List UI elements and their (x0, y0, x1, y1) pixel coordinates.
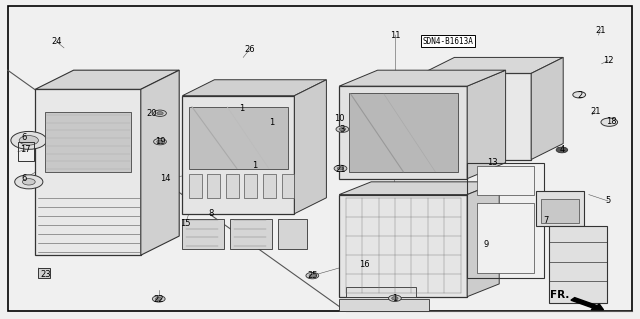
Text: 17: 17 (20, 145, 31, 154)
Text: 15: 15 (180, 219, 191, 228)
Text: 21: 21 (595, 26, 605, 35)
Text: 18: 18 (606, 117, 616, 126)
Polygon shape (467, 182, 499, 297)
Bar (339, 299, 429, 311)
Text: 6: 6 (22, 174, 27, 183)
Polygon shape (467, 70, 506, 179)
Text: 26: 26 (244, 45, 255, 54)
Text: 14: 14 (160, 174, 170, 183)
Circle shape (22, 179, 35, 185)
Circle shape (157, 112, 163, 115)
Polygon shape (531, 57, 563, 160)
Text: 12: 12 (603, 56, 613, 65)
Circle shape (11, 131, 47, 149)
Bar (346, 287, 416, 297)
Text: 13: 13 (488, 158, 498, 167)
Circle shape (573, 92, 586, 98)
Text: 8: 8 (209, 209, 214, 218)
Text: 1: 1 (239, 104, 244, 113)
Bar (182, 219, 224, 249)
Polygon shape (294, 80, 326, 214)
Polygon shape (35, 70, 179, 89)
Circle shape (19, 136, 38, 145)
Text: 16: 16 (360, 260, 370, 269)
Text: 23: 23 (41, 270, 51, 279)
Text: 10: 10 (334, 114, 344, 122)
Text: FR.: FR. (550, 290, 570, 300)
Text: 1: 1 (252, 161, 257, 170)
Text: 1: 1 (392, 294, 397, 303)
FancyArrow shape (571, 298, 604, 310)
Polygon shape (339, 86, 467, 179)
Circle shape (336, 126, 349, 132)
Polygon shape (339, 182, 499, 195)
Bar (226, 174, 239, 198)
Text: 21: 21 (335, 165, 346, 174)
Bar (477, 203, 534, 273)
Bar (45, 112, 131, 172)
Bar (549, 226, 607, 303)
Text: 7: 7 (543, 216, 548, 225)
Text: 20: 20 (147, 109, 157, 118)
Bar (541, 199, 579, 223)
Circle shape (156, 297, 162, 300)
Circle shape (306, 272, 319, 279)
Text: 2: 2 (578, 91, 583, 100)
Text: 25: 25 (307, 271, 317, 280)
Bar (477, 166, 534, 195)
Circle shape (15, 175, 43, 189)
Bar (349, 93, 458, 172)
Circle shape (154, 110, 166, 116)
Bar (282, 174, 294, 198)
Text: 3: 3 (340, 125, 345, 134)
Bar (189, 174, 202, 198)
Polygon shape (141, 70, 179, 255)
Text: 11: 11 (390, 31, 401, 40)
Polygon shape (35, 89, 141, 255)
Text: 5: 5 (605, 197, 611, 205)
Polygon shape (339, 195, 467, 297)
Polygon shape (182, 80, 326, 96)
Text: 4: 4 (559, 145, 564, 154)
Circle shape (334, 165, 347, 172)
Bar (536, 191, 584, 226)
Circle shape (556, 147, 568, 153)
Circle shape (388, 295, 401, 301)
Circle shape (309, 274, 316, 277)
Bar (230, 219, 272, 249)
Bar (278, 219, 307, 249)
Circle shape (154, 138, 166, 145)
Circle shape (157, 140, 163, 143)
Text: 24: 24 (51, 37, 61, 46)
Text: 21: 21 (590, 107, 600, 116)
Text: 22: 22 (154, 295, 164, 304)
Bar (18, 142, 34, 161)
Polygon shape (339, 70, 506, 86)
Circle shape (392, 297, 398, 300)
Circle shape (152, 296, 165, 302)
Bar (207, 174, 220, 198)
Text: 19: 19 (155, 137, 165, 146)
Polygon shape (422, 57, 563, 73)
Text: 6: 6 (22, 133, 27, 142)
Polygon shape (182, 96, 294, 214)
Circle shape (337, 167, 344, 170)
Bar (263, 174, 276, 198)
Text: 1: 1 (269, 118, 275, 127)
Bar (189, 107, 288, 169)
Circle shape (601, 118, 618, 126)
Polygon shape (422, 73, 531, 160)
Text: SDN4-B1613A: SDN4-B1613A (422, 37, 474, 46)
Bar (38, 268, 50, 278)
Bar (244, 174, 257, 198)
Text: 9: 9 (484, 240, 489, 249)
Circle shape (339, 128, 346, 131)
